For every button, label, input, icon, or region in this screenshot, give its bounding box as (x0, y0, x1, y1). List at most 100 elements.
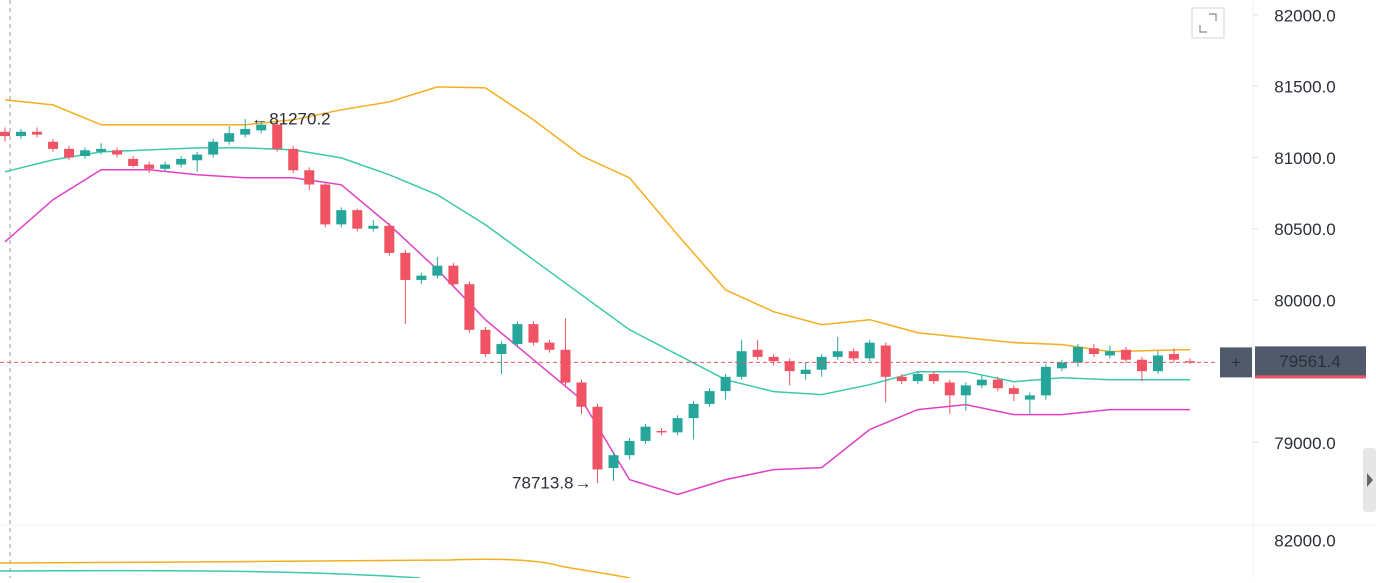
candle-body (736, 351, 747, 377)
candle-body (320, 184, 331, 225)
y-tick-label: 79000.0 (1274, 434, 1335, 453)
candle-body (1008, 388, 1019, 394)
price-tag-underline (1255, 375, 1366, 379)
candle-body (976, 379, 987, 386)
candle-body (672, 418, 683, 433)
candle-body (528, 324, 539, 343)
candle-body (896, 376, 907, 382)
candle-body (816, 356, 827, 370)
candle-body (1056, 362, 1067, 369)
candle-body (864, 342, 875, 359)
lower-y-tick-label: 82000.0 (1274, 531, 1335, 550)
expand-frame[interactable] (1191, 7, 1225, 39)
candle-body (272, 124, 283, 149)
candle-body (240, 128, 251, 135)
candle-body (1088, 348, 1099, 355)
candle-body (400, 252, 411, 280)
plus: + (1231, 353, 1241, 372)
candle-body (0, 131, 10, 137)
lower-band (0, 569, 421, 579)
candle-body (144, 164, 155, 169)
candle-body (544, 342, 555, 350)
add-button[interactable] (1220, 347, 1252, 378)
candle-body (128, 158, 139, 166)
candle-body (192, 154, 203, 161)
candle-body (720, 376, 731, 392)
candle-body (784, 361, 795, 372)
candle-body (1185, 361, 1195, 363)
band-line (4, 147, 1190, 396)
arrow: ← (251, 109, 268, 128)
last-price-label: 79561.4 (1279, 352, 1340, 371)
candle-body (416, 275, 427, 280)
candle-body (448, 265, 459, 285)
candle-body (1104, 351, 1115, 356)
y-tick-label: 80000.0 (1274, 291, 1335, 310)
candle-body (1120, 349, 1131, 360)
candle-body (32, 131, 43, 135)
price-tag (1255, 346, 1366, 379)
candle-body (304, 170, 315, 185)
candle-body (64, 148, 75, 158)
y-tick-label: 82000.0 (1274, 6, 1335, 25)
candle-body (560, 349, 571, 383)
expand-arrow (1209, 13, 1217, 21)
candle-body (576, 382, 587, 407)
candle-body (464, 284, 475, 330)
candle-body (48, 141, 59, 149)
candle-body (832, 351, 843, 357)
candle-body (912, 373, 923, 382)
expand-icon[interactable] (1191, 7, 1225, 39)
candle-body (1136, 359, 1147, 372)
candle-body (352, 210, 363, 229)
candle-body (1040, 366, 1051, 396)
candle-body (160, 164, 171, 169)
y-tick-label: 81500.0 (1274, 78, 1335, 97)
candle-body (880, 345, 891, 377)
candle-body (368, 225, 379, 229)
candle-body (640, 426, 651, 441)
candle-body (848, 351, 859, 359)
candle-body (432, 265, 443, 276)
expand-arrow (1199, 25, 1207, 33)
candle-body (96, 148, 107, 152)
band-line (4, 86, 1191, 353)
scroll-arrow (1367, 473, 1373, 487)
candle-body (960, 385, 971, 396)
candle-body (592, 406, 603, 470)
candle-body (512, 324, 523, 345)
candle-body (496, 344, 507, 355)
candle-body (608, 455, 619, 469)
low-marker-label: 78713.8 (512, 474, 573, 493)
candle-body (112, 150, 123, 155)
y-tick-label: 80500.0 (1274, 220, 1335, 239)
candle-body (800, 369, 811, 374)
candle-body (288, 148, 299, 171)
candle-body (688, 403, 699, 419)
y-tick-label: 81000.0 (1274, 149, 1335, 168)
candle-body (176, 158, 187, 165)
candle-body (704, 391, 715, 404)
candle-body (336, 210, 347, 225)
candle-body (16, 131, 27, 137)
candle-body (256, 124, 267, 131)
candle-body (992, 379, 1003, 389)
candle-body (1168, 354, 1179, 360)
arrow: → (575, 474, 592, 493)
candle-body (1024, 395, 1035, 400)
candle-body (752, 349, 763, 357)
candle-body (656, 430, 667, 433)
candle-body (928, 373, 939, 382)
lower-band (0, 558, 631, 579)
candle-body (384, 225, 395, 253)
candle-body (1152, 355, 1163, 372)
high-marker-label: 81270.2 (269, 109, 330, 128)
candle-body (80, 150, 91, 157)
candle-body (624, 440, 635, 456)
candle-body (208, 141, 219, 155)
candle-body (224, 133, 235, 142)
candle-body (1072, 346, 1083, 363)
